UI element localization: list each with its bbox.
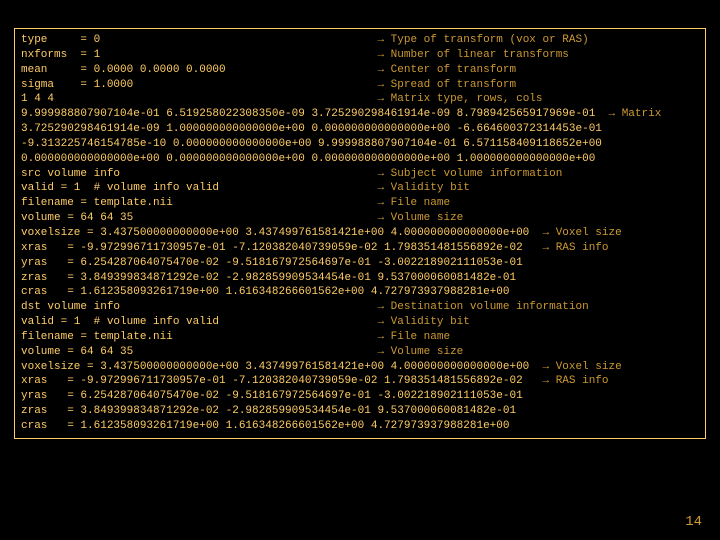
line-text: cras = 1.612358093261719e+00 1.616348266… [21, 286, 509, 298]
output-line: xras = -9.972996711730957e-01 -7.1203820… [21, 241, 699, 256]
line-text: src volume info [21, 168, 377, 180]
line-comment: Type of transform (vox or RAS) [391, 34, 589, 46]
line-text: mean = 0.0000 0.0000 0.0000 [21, 64, 377, 76]
output-line: 3.725290298461914e-09 1.000000000000000e… [21, 122, 699, 137]
arrow-icon: → [377, 212, 390, 224]
output-line: filename = template.nii → File name [21, 196, 699, 211]
line-text: 3.725290298461914e-09 1.000000000000000e… [21, 123, 602, 135]
arrow-icon: → [609, 108, 622, 120]
line-text: valid = 1 # volume info valid [21, 182, 377, 194]
line-text: sigma = 1.0000 [21, 79, 377, 91]
output-line: voxelsize = 3.437500000000000e+00 3.4374… [21, 226, 699, 241]
line-text: volume = 64 64 35 [21, 212, 377, 224]
line-text: voxelsize = 3.437500000000000e+00 3.4374… [21, 361, 543, 373]
line-comment: Voxel size [556, 361, 622, 373]
output-line: zras = 3.849399834871292e-02 -2.98285990… [21, 404, 699, 419]
output-line: type = 0 → Type of transform (vox or RAS… [21, 33, 699, 48]
line-comment: Spread of transform [391, 79, 516, 91]
terminal-output: type = 0 → Type of transform (vox or RAS… [14, 28, 706, 439]
line-text: valid = 1 # volume info valid [21, 316, 377, 328]
arrow-icon: → [377, 49, 390, 61]
arrow-icon: → [377, 197, 390, 209]
line-text: voxelsize = 3.437500000000000e+00 3.4374… [21, 227, 543, 239]
line-comment: Center of transform [391, 64, 516, 76]
output-line: yras = 6.254287064075470e-02 -9.51816797… [21, 389, 699, 404]
arrow-icon: → [543, 375, 556, 387]
output-line: mean = 0.0000 0.0000 0.0000 → Center of … [21, 63, 699, 78]
output-line: volume = 64 64 35 → Volume size [21, 211, 699, 226]
line-text: type = 0 [21, 34, 377, 46]
arrow-icon: → [377, 316, 390, 328]
line-text: zras = 3.849399834871292e-02 -2.98285990… [21, 272, 516, 284]
line-text: -9.313225746154785e-10 0.000000000000000… [21, 138, 602, 150]
line-comment: Number of linear transforms [391, 49, 569, 61]
output-line: -9.313225746154785e-10 0.000000000000000… [21, 137, 699, 152]
output-line: zras = 3.849399834871292e-02 -2.98285990… [21, 271, 699, 286]
line-comment: Validity bit [391, 182, 470, 194]
arrow-icon: → [377, 168, 390, 180]
line-text: filename = template.nii [21, 197, 377, 209]
line-comment: Matrix type, rows, cols [391, 93, 543, 105]
line-comment: Matrix [622, 108, 662, 120]
line-text: xras = -9.972996711730957e-01 -7.1203820… [21, 242, 543, 254]
output-line: xras = -9.972996711730957e-01 -7.1203820… [21, 374, 699, 389]
output-line: voxelsize = 3.437500000000000e+00 3.4374… [21, 360, 699, 375]
line-text: dst volume info [21, 301, 377, 313]
line-comment: Volume size [391, 212, 464, 224]
line-comment: File name [391, 331, 450, 343]
arrow-icon: → [377, 301, 390, 313]
line-text: xras = -9.972996711730957e-01 -7.1203820… [21, 375, 543, 387]
arrow-icon: → [543, 227, 556, 239]
line-comment: Volume size [391, 346, 464, 358]
output-line: 1 4 4 → Matrix type, rows, cols [21, 92, 699, 107]
line-text: 1 4 4 [21, 93, 377, 105]
arrow-icon: → [543, 361, 556, 373]
output-line: src volume info → Subject volume informa… [21, 167, 699, 182]
output-line: cras = 1.612358093261719e+00 1.616348266… [21, 285, 699, 300]
line-text: yras = 6.254287064075470e-02 -9.51816797… [21, 257, 523, 269]
arrow-icon: → [377, 34, 390, 46]
arrow-icon: → [377, 331, 390, 343]
output-line: cras = 1.612358093261719e+00 1.616348266… [21, 419, 699, 434]
output-line: 9.999988807907104e-01 6.519258022308350e… [21, 107, 699, 122]
output-line: volume = 64 64 35 → Volume size [21, 345, 699, 360]
line-comment: Subject volume information [391, 168, 563, 180]
arrow-icon: → [377, 346, 390, 358]
line-comment: Validity bit [391, 316, 470, 328]
arrow-icon: → [377, 93, 390, 105]
line-text: volume = 64 64 35 [21, 346, 377, 358]
line-text: filename = template.nii [21, 331, 377, 343]
arrow-icon: → [377, 64, 390, 76]
line-comment: Voxel size [556, 227, 622, 239]
arrow-icon: → [543, 242, 556, 254]
output-line: dst volume info → Destination volume inf… [21, 300, 699, 315]
output-line: filename = template.nii → File name [21, 330, 699, 345]
page-number: 14 [685, 514, 702, 530]
line-text: zras = 3.849399834871292e-02 -2.98285990… [21, 405, 516, 417]
output-line: 0.000000000000000e+00 0.000000000000000e… [21, 152, 699, 167]
line-comment: RAS info [556, 242, 609, 254]
line-text: cras = 1.612358093261719e+00 1.616348266… [21, 420, 509, 432]
line-text: 0.000000000000000e+00 0.000000000000000e… [21, 153, 595, 165]
output-line: valid = 1 # volume info valid → Validity… [21, 315, 699, 330]
line-text: nxforms = 1 [21, 49, 377, 61]
line-comment: Destination volume information [391, 301, 589, 313]
output-line: nxforms = 1 → Number of linear transform… [21, 48, 699, 63]
arrow-icon: → [377, 182, 390, 194]
line-comment: File name [391, 197, 450, 209]
line-text: 9.999988807907104e-01 6.519258022308350e… [21, 108, 609, 120]
arrow-icon: → [377, 79, 390, 91]
line-comment: RAS info [556, 375, 609, 387]
output-line: yras = 6.254287064075470e-02 -9.51816797… [21, 256, 699, 271]
line-text: yras = 6.254287064075470e-02 -9.51816797… [21, 390, 523, 402]
output-line: sigma = 1.0000 → Spread of transform [21, 78, 699, 93]
output-line: valid = 1 # volume info valid → Validity… [21, 181, 699, 196]
